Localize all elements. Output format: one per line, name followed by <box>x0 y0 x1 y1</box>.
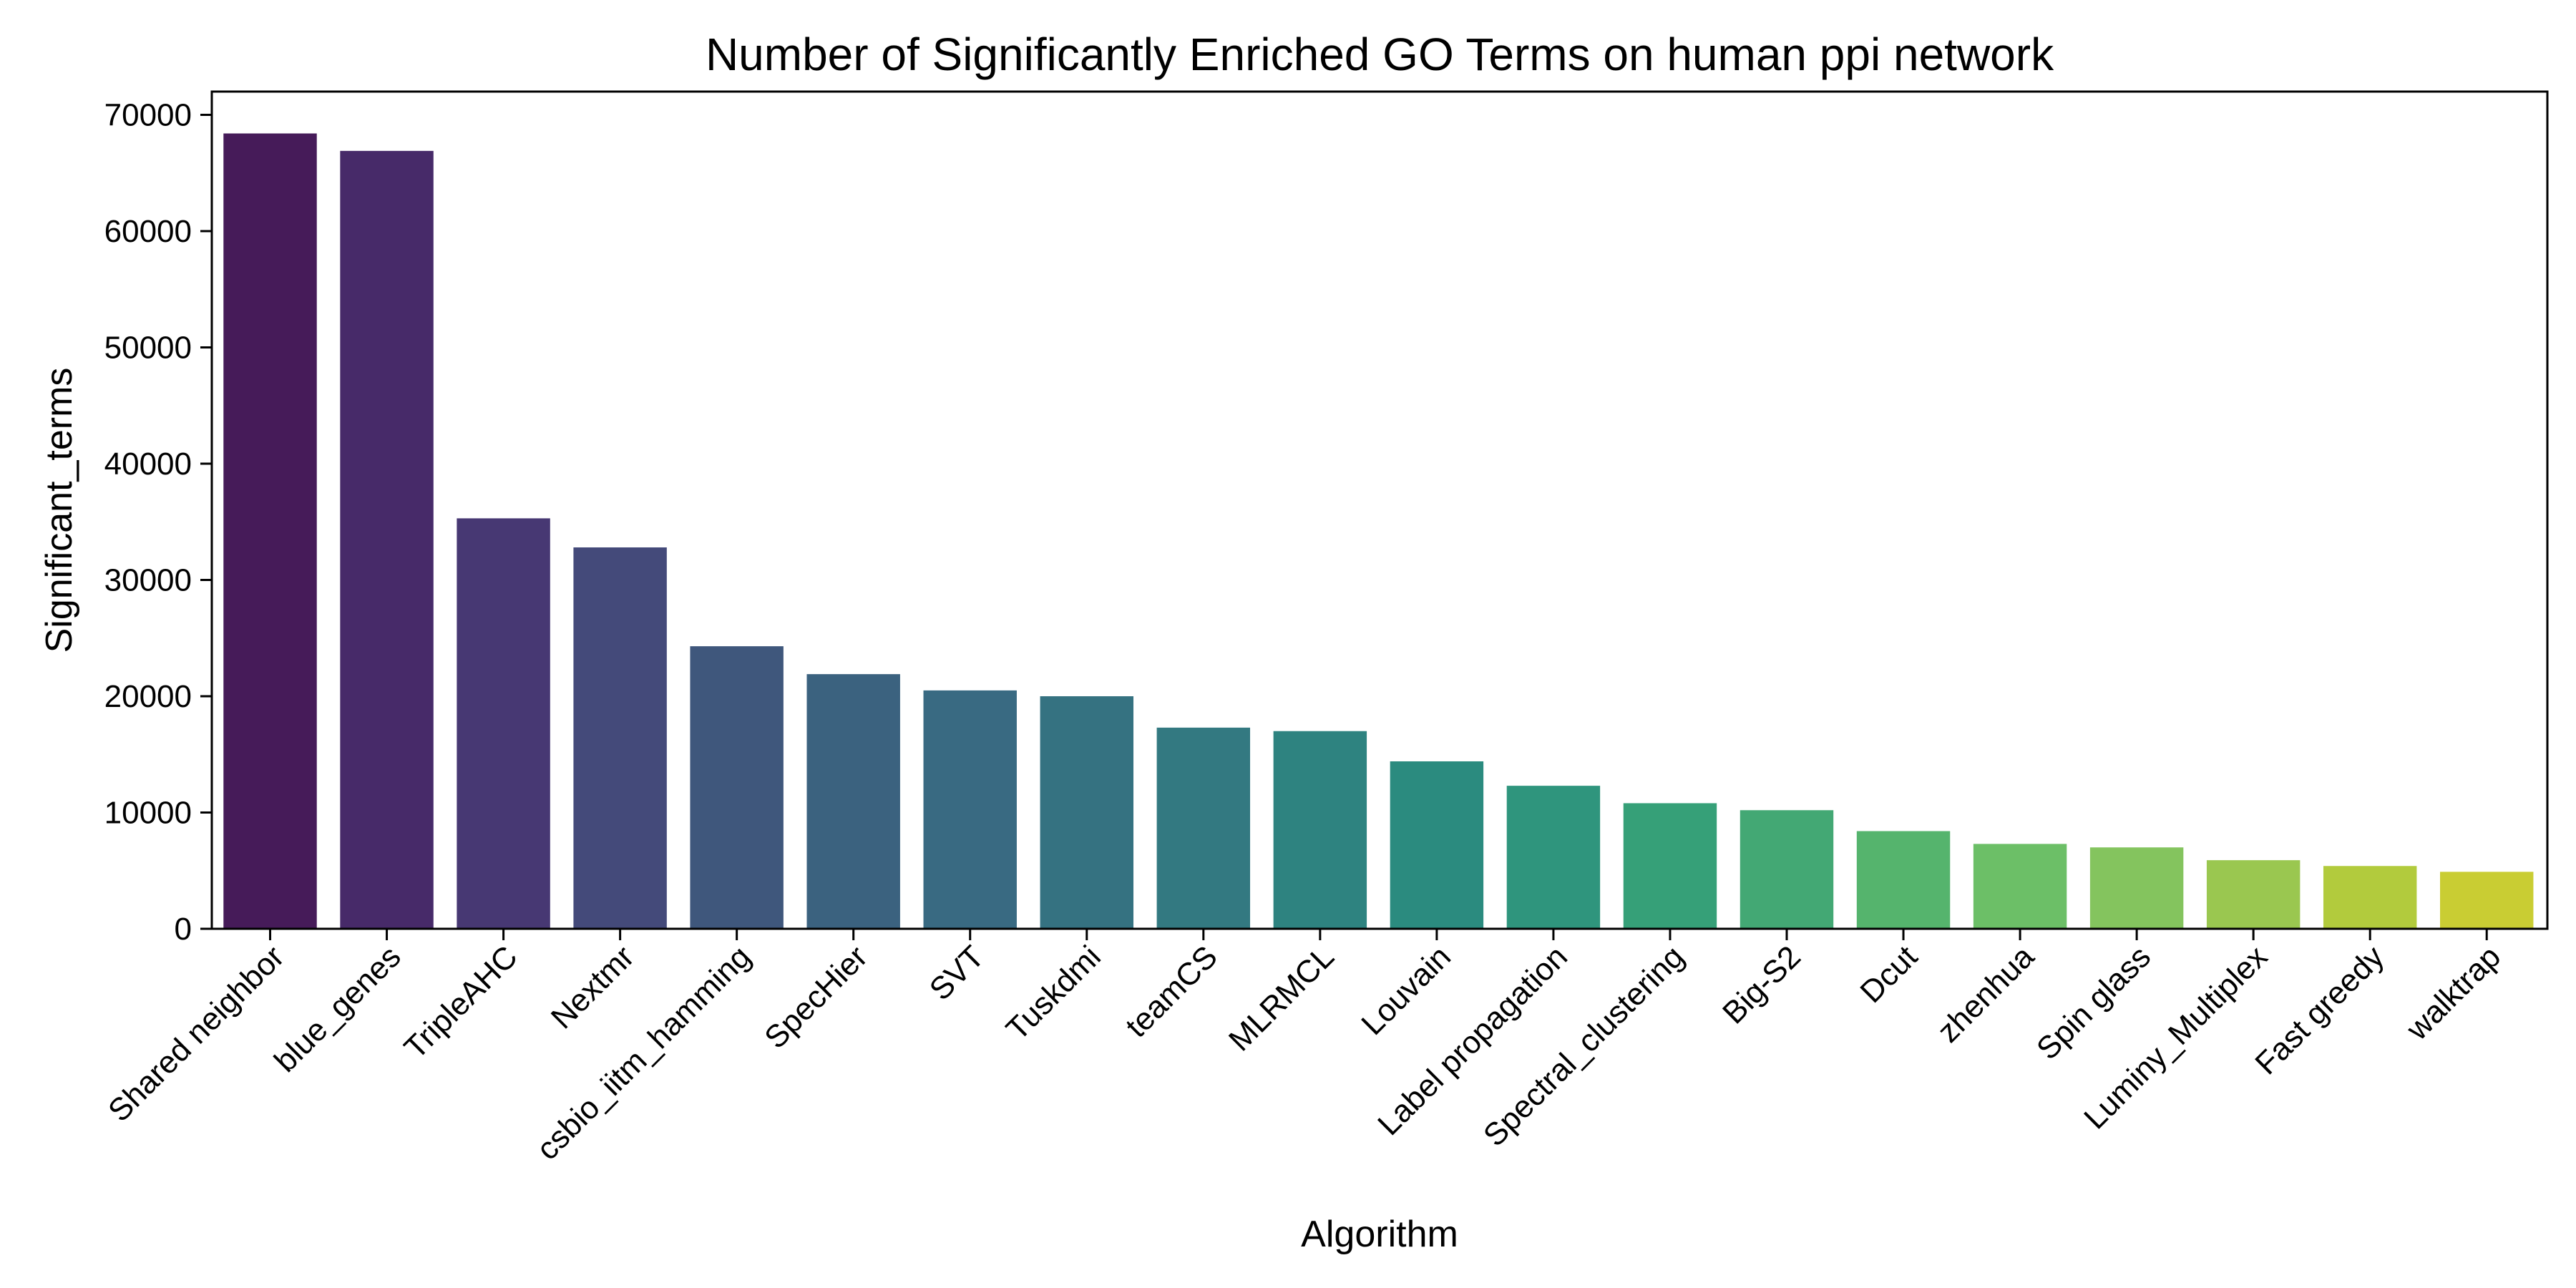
bar-tripleahc <box>457 518 550 929</box>
bar-csbio-iitm-hamming <box>690 646 784 929</box>
x-tick-label: MLRMCL <box>1222 939 1341 1058</box>
bar-louvain <box>1390 761 1484 929</box>
bars-group <box>223 133 2534 929</box>
x-tick-label: Louvain <box>1355 939 1458 1042</box>
x-tick-label: teamCS <box>1119 939 1224 1044</box>
bar-spin-glass <box>2089 847 2184 929</box>
bar-dcut <box>1856 831 1951 929</box>
y-tick-label: 70000 <box>104 98 192 133</box>
y-axis-ticks: 0 10000 20000 30000 40000 50000 60000 70000 <box>104 98 212 947</box>
y-tick-label: 20000 <box>104 679 192 714</box>
plot-frame <box>210 90 2549 930</box>
x-tick-label: Spectral_clustering <box>1477 939 1691 1153</box>
bar-label-propagation <box>1506 786 1601 929</box>
bar-teamcs <box>1156 727 1251 929</box>
y-tick-label: 10000 <box>104 796 192 831</box>
y-tick-label: 0 <box>175 912 192 947</box>
bar-tuskdmi <box>1040 696 1133 929</box>
y-tick-label: 30000 <box>104 563 192 598</box>
bar-spechier <box>806 674 900 929</box>
bar-mlrmcl <box>1273 731 1367 929</box>
chart-title: Number of Significantly Enriched GO Term… <box>706 29 2054 80</box>
x-tick-label: Spin glass <box>2030 939 2157 1066</box>
bar-nextmr <box>573 547 667 929</box>
x-axis-label: Algorithm <box>1301 1214 1458 1255</box>
x-tick-label: zhenhua <box>1931 939 2041 1049</box>
bar-big-s2 <box>1740 810 1834 929</box>
x-tick-label: blue_genes <box>268 939 408 1079</box>
bar-blue-genes <box>340 150 434 929</box>
y-axis-label: Significant_terms <box>39 368 80 653</box>
x-tick-label: SpecHier <box>758 939 874 1055</box>
x-tick-label: SVT <box>923 939 991 1007</box>
x-tick-label: Nextmr <box>545 939 641 1035</box>
y-tick-label: 50000 <box>104 331 192 366</box>
y-tick-label: 60000 <box>104 214 192 249</box>
y-tick-label: 40000 <box>104 447 192 482</box>
x-tick-label: Dcut <box>1853 939 1924 1010</box>
x-tick-label: TripleAHC <box>398 939 525 1065</box>
x-tick-label: Tuskdmi <box>1000 939 1108 1047</box>
bar-svt <box>923 690 1017 929</box>
x-tick-label: csbio_iitm_hamming <box>530 939 757 1166</box>
bar-walktrap <box>2440 872 2534 929</box>
bar-shared-neighbor <box>223 133 317 929</box>
x-tick-label: walktrap <box>2399 939 2507 1047</box>
bar-fast-greedy <box>2323 866 2417 929</box>
bar-zhenhua <box>1973 844 2067 929</box>
bar-luminy-multiplex <box>2206 860 2301 929</box>
x-tick-label: Big-S2 <box>1716 939 1807 1030</box>
x-tick-label: Shared neighbor <box>102 939 291 1128</box>
bar-spectral-clustering <box>1623 803 1717 929</box>
